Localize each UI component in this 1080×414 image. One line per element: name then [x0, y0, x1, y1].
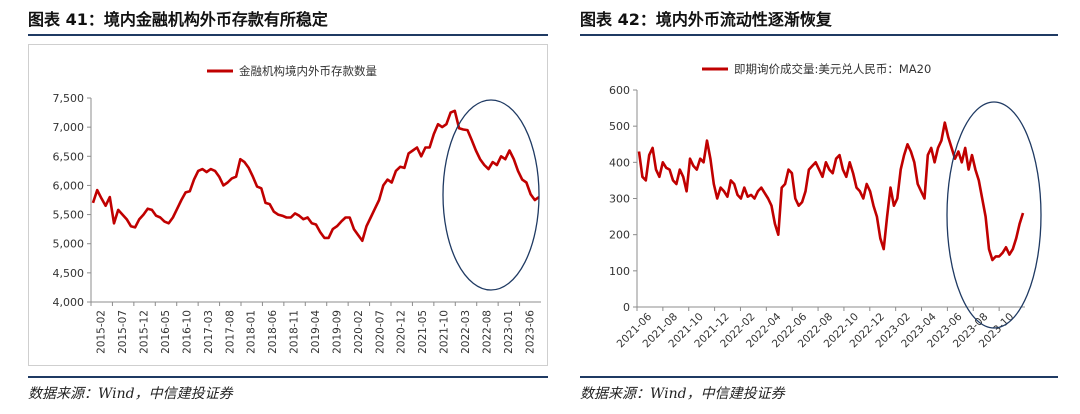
- highlight-ellipse: [946, 101, 1042, 329]
- x-tick-label: 2018-01: [246, 310, 258, 354]
- x-tick-label: 2020-07: [374, 310, 386, 354]
- x-tick-label: 2019-04: [310, 310, 322, 354]
- x-tick-label: 2021-10: [439, 310, 451, 354]
- series-line: [91, 109, 540, 243]
- y-tick-label: 5,500: [53, 209, 85, 222]
- x-tick-label: 2020-02: [353, 310, 365, 354]
- figure-41: 图表 41：境内金融机构外币存款有所稳定 4,000 4,500 5,000 5,50…: [28, 0, 548, 414]
- x-tick-label: 2022-03: [460, 310, 472, 354]
- series-line: [637, 121, 1025, 262]
- y-tick-label: 600: [609, 84, 630, 97]
- fx-volume-chart-svg: 01002003004005006002021-062021-082021-10…: [609, 62, 1042, 350]
- x-tick-label: 2015-12: [139, 310, 151, 354]
- x-tick-label: 2015-07: [117, 310, 129, 354]
- figure-42: 图表 42：境内外币流动性逐渐恢复 0 100 200 300 400 500 600 202…: [580, 0, 1058, 414]
- y-tick-label: 500: [609, 120, 630, 133]
- top-rule: [28, 34, 548, 36]
- x-tick-label: 2017-03: [203, 310, 215, 354]
- fx-volume-chart: 0 100 200 300 400 500 600 2021-06 2021-08 2021-10…: [580, 44, 1058, 366]
- x-tick-label: 2018-06: [267, 310, 279, 354]
- figure-42-source: 数据来源：Wind，中信建投证券: [580, 386, 785, 402]
- figure-42-title: 图表 42：境内外币流动性逐渐恢复: [580, 10, 832, 29]
- highlight-ellipse: [442, 99, 540, 291]
- deposit-chart: 4,000 4,500 5,000 5,500 6,000 6,500 7,000 7,500…: [28, 44, 548, 366]
- figure-41-source: 数据来源：Wind，中信建投证券: [28, 386, 233, 402]
- y-tick-label: 200: [609, 229, 630, 242]
- bottom-rule: [28, 376, 548, 378]
- x-tick-label: 2015-02: [96, 310, 108, 354]
- x-tick-label: 2020-12: [396, 310, 408, 354]
- y-tick-label: 400: [609, 156, 630, 169]
- top-rule: [580, 34, 1058, 36]
- y-tick-label: 6,000: [53, 179, 85, 192]
- x-tick-label: 2022-08: [481, 310, 493, 354]
- y-tick-label: 7,000: [53, 121, 85, 134]
- y-tick-label: 0: [623, 301, 630, 314]
- legend-label: 金融机构境内外币存款数量: [239, 64, 377, 78]
- x-tick-label: 2023-06: [524, 310, 536, 354]
- x-tick-label: 2023-01: [503, 310, 515, 354]
- y-tick-label: 4,000: [53, 296, 85, 309]
- x-tick-label: 2017-08: [224, 310, 236, 354]
- y-tick-label: 5,000: [53, 238, 85, 251]
- figure-41-title: 图表 41：境内金融机构外币存款有所稳定: [28, 10, 328, 29]
- x-tick-label: 2016-05: [160, 310, 172, 354]
- y-tick-label: 4,500: [53, 267, 85, 280]
- y-tick-label: 7,500: [53, 92, 85, 105]
- bottom-rule: [580, 376, 1058, 378]
- x-tick-label: 2021-05: [417, 310, 429, 354]
- y-tick-label: 300: [609, 193, 630, 206]
- y-tick-label: 100: [609, 265, 630, 278]
- deposit-chart-svg: 4,000 4,500 5,000 5,500 6,000 6,500 7,000 7,500…: [53, 64, 541, 354]
- x-tick-label: 2016-10: [181, 310, 193, 354]
- legend-label: 即期询价成交量:美元兑人民币：MA20: [734, 62, 931, 76]
- y-tick-label: 6,500: [53, 150, 85, 163]
- x-tick-label: 2019-09: [331, 310, 343, 354]
- x-tick-label: 2018-11: [289, 310, 301, 354]
